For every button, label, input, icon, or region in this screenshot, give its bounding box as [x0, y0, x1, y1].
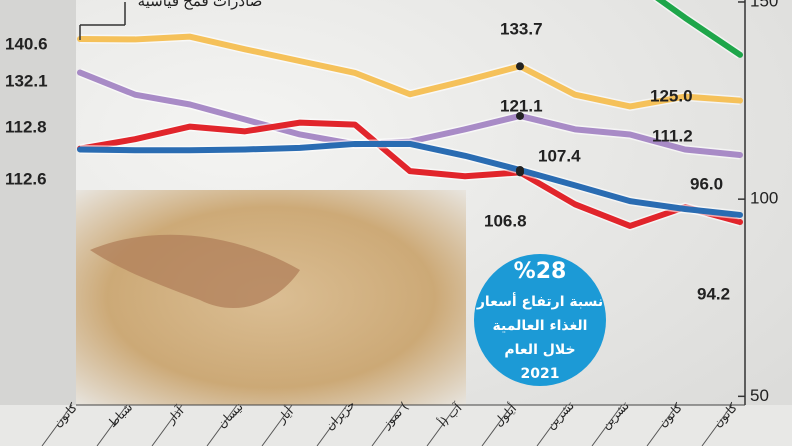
data-label: 112.8	[5, 117, 47, 136]
series-line	[655, 0, 743, 58]
category-strip	[0, 405, 792, 446]
category-divider	[536, 404, 568, 446]
category-divider	[316, 404, 348, 446]
y-tick-label: 100	[750, 189, 778, 208]
left-panel	[0, 0, 76, 446]
annotation: صادرات قمح قياسية	[138, 0, 263, 10]
category-divider	[371, 404, 403, 446]
category-divider	[261, 404, 293, 446]
category-divider	[646, 404, 678, 446]
hand	[90, 234, 300, 309]
data-label: 121.1	[500, 96, 543, 115]
data-label: 125.0	[650, 86, 693, 105]
data-label: 94.2	[697, 284, 730, 303]
category-divider	[151, 404, 183, 446]
point-marker	[516, 62, 524, 71]
series-line	[77, 140, 743, 218]
point-marker	[516, 165, 524, 174]
category-divider	[591, 404, 623, 446]
category-divider	[481, 404, 513, 446]
wheat-image	[76, 190, 466, 405]
data-label: 111.2	[652, 126, 693, 145]
category-divider	[701, 404, 733, 446]
callout-text: الغذاء العالمية	[493, 318, 588, 334]
category-divider	[41, 404, 73, 446]
series-line	[77, 119, 743, 229]
callout-percent: %28	[514, 259, 567, 284]
y-tick-label: 50	[750, 386, 769, 405]
category-divider	[96, 404, 128, 446]
category-divider	[426, 404, 458, 446]
category-divider	[206, 404, 238, 446]
data-label: 106.8	[484, 211, 527, 230]
y-tick-label: 150	[750, 0, 778, 10]
data-label: 96.0	[690, 174, 723, 193]
callout-text: نسبة ارتفاع أسعار	[476, 292, 603, 310]
series-line	[77, 33, 743, 110]
callout: %28 نسبة ارتفاع أسعار الغذاء العالمية خل…	[474, 254, 606, 386]
data-label: 112.6	[5, 169, 47, 188]
point-marker	[516, 111, 524, 120]
data-label: 140.6	[5, 34, 48, 53]
data-label: 107.4	[538, 146, 581, 165]
callout-text: خلال العام	[504, 342, 575, 358]
callout-year: 2021	[521, 366, 560, 382]
callout-circle	[474, 254, 606, 386]
data-label: 133.7	[500, 19, 543, 38]
data-label: 132.1	[5, 71, 48, 90]
